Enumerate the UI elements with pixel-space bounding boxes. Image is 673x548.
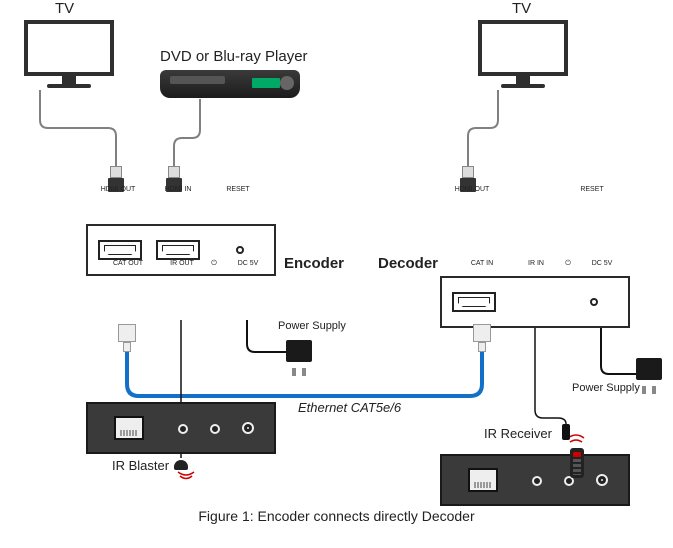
tv-right-label: TV	[512, 0, 531, 17]
port-label-dc-d: DC 5V	[592, 260, 613, 267]
ir-receiver-label: IR Receiver	[484, 426, 552, 441]
ir-wave-icon	[568, 435, 584, 442]
ir-out-jack	[178, 424, 188, 434]
port-label-dc: DC 5V	[238, 260, 259, 267]
figure-caption: Figure 1: Encoder connects directly Deco…	[0, 508, 673, 524]
dvd-label: DVD or Blu-ray Player	[160, 48, 308, 65]
port-label-irin: IR IN	[528, 260, 544, 267]
ir-receiver	[562, 424, 570, 440]
hdmi-out-port	[98, 240, 142, 260]
tv-left	[24, 20, 114, 88]
cat-in-port	[468, 468, 498, 492]
cat-out-port	[114, 416, 144, 440]
ir-blaster-label: IR Blaster	[112, 458, 169, 473]
ir-blaster-dome	[174, 460, 188, 470]
psu-left-label: Power Supply	[278, 320, 346, 332]
port-label-reset-d: RESET	[580, 186, 603, 193]
encoder-label: Encoder	[284, 255, 344, 272]
hdmi-out-port-d	[452, 292, 496, 312]
reset-hole-d	[590, 298, 598, 306]
port-label-catout: CAT OUT	[113, 260, 143, 267]
port-label-hdmi-in: HDMI IN	[165, 186, 192, 193]
reset-hole	[236, 246, 244, 254]
port-label-catin: CAT IN	[471, 260, 493, 267]
dvd-player	[160, 70, 300, 98]
port-label-hdmi-out-d: HDMI OUT	[455, 186, 490, 193]
ir-in-jack	[532, 476, 542, 486]
psu-right-label: Power Supply	[572, 382, 640, 394]
encoder-back	[86, 402, 276, 454]
cable-ir-receiver	[535, 320, 566, 424]
cable-hdmi-dvd	[174, 99, 200, 172]
cable-hdmi-tv-left	[40, 90, 116, 172]
power-button	[210, 424, 220, 434]
decoder-front	[440, 276, 630, 328]
cable-hdmi-tv-right	[468, 90, 498, 172]
port-label-reset: RESET	[226, 186, 249, 193]
decoder-back	[440, 454, 630, 506]
dc-jack-d	[596, 474, 608, 486]
tv-right	[478, 20, 568, 88]
rj45-plug-right	[473, 324, 491, 352]
hdmi-in-port	[156, 240, 200, 260]
encoder-front	[86, 224, 276, 276]
port-label-pwr-d: ⏻	[565, 260, 571, 268]
port-label-hdmi-out: HDMI OUT	[101, 186, 136, 193]
decoder-label: Decoder	[378, 255, 438, 272]
rj45-plug-left	[118, 324, 136, 352]
psu-left	[286, 340, 312, 370]
port-label-pwr: ⏻	[211, 260, 217, 268]
port-label-irout: IR OUT	[170, 260, 194, 267]
ethernet-label: Ethernet CAT5e/6	[298, 400, 401, 415]
tv-left-label: TV	[55, 0, 74, 17]
dc-jack	[242, 422, 254, 434]
remote-icon	[570, 448, 584, 478]
